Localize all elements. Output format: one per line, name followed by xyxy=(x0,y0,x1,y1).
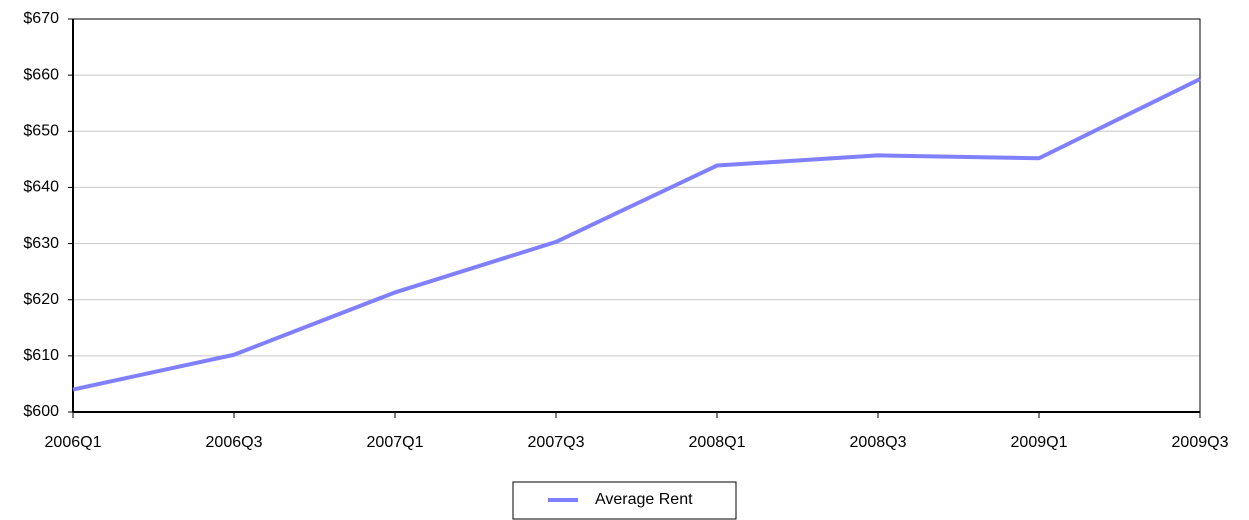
y-tick-label: $640 xyxy=(23,179,59,196)
y-tick-label: $610 xyxy=(23,347,59,364)
y-tick-label: $670 xyxy=(23,10,59,27)
y-tick-label: $630 xyxy=(23,235,59,252)
x-tick-label: 2007Q3 xyxy=(528,434,585,451)
x-tick-label: 2006Q3 xyxy=(206,434,263,451)
x-tick-label: 2009Q1 xyxy=(1011,434,1068,451)
y-tick-label: $660 xyxy=(23,66,59,83)
x-tick-label: 2009Q3 xyxy=(1172,434,1229,451)
x-tick-label: 2006Q1 xyxy=(45,434,102,451)
y-tick-label: $620 xyxy=(23,291,59,308)
x-tick-label: 2008Q1 xyxy=(689,434,746,451)
data-line xyxy=(72,77,1201,392)
x-tick-label: 2008Q3 xyxy=(850,434,907,451)
y-tick-label: $650 xyxy=(23,123,59,140)
x-tick-label: 2007Q1 xyxy=(367,434,424,451)
legend-label: Average Rent xyxy=(595,491,693,508)
y-tick-label: $600 xyxy=(23,403,59,420)
